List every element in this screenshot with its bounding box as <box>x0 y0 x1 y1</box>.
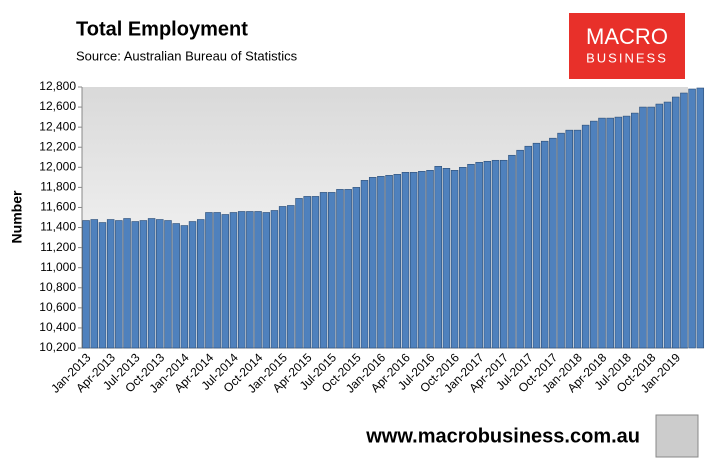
bar <box>360 180 369 349</box>
bar <box>688 88 696 349</box>
bar <box>295 198 303 349</box>
y-tick-label: 11,400 <box>40 220 76 234</box>
bar <box>278 206 287 349</box>
bar <box>213 212 221 349</box>
bar <box>82 220 90 349</box>
footer-url: www.macrobusiness.com.au <box>365 425 640 447</box>
bar <box>590 120 598 349</box>
bar <box>573 129 582 349</box>
bar <box>442 168 451 349</box>
bar <box>557 132 565 349</box>
bar <box>401 172 410 349</box>
logo-box <box>569 13 685 79</box>
bar <box>614 116 623 349</box>
bar <box>139 220 148 349</box>
bar <box>221 214 230 349</box>
bar <box>639 106 647 349</box>
bar <box>385 175 393 349</box>
bar <box>287 205 295 349</box>
bar <box>393 174 402 349</box>
bar <box>540 140 549 349</box>
bar <box>180 225 189 349</box>
bar <box>90 219 99 349</box>
y-tick-label: 11,600 <box>40 200 76 214</box>
bar <box>147 218 156 349</box>
bar <box>319 192 328 349</box>
bar <box>606 117 614 349</box>
y-tick-label: 11,200 <box>40 240 76 254</box>
logo-text: BUSINESS <box>586 50 668 65</box>
bar <box>270 210 279 349</box>
bar <box>491 159 500 349</box>
y-axis-label: Number <box>9 190 25 243</box>
logo-icon <box>655 414 699 458</box>
bar <box>164 220 172 349</box>
chart-subtitle: Source: Australian Bureau of Statistics <box>76 48 298 63</box>
bar <box>622 115 631 349</box>
bar <box>303 196 311 349</box>
bar <box>262 212 270 349</box>
bar <box>123 218 131 349</box>
bar <box>426 170 434 349</box>
bar <box>115 220 123 349</box>
y-tick-label: 12,200 <box>39 139 76 153</box>
bar <box>328 192 336 349</box>
bar <box>500 159 508 349</box>
bar <box>631 112 639 349</box>
bar <box>98 222 107 349</box>
y-tick-label: 11,000 <box>40 260 76 274</box>
bar <box>409 172 418 349</box>
bar <box>156 219 164 349</box>
bar <box>598 117 606 349</box>
y-tick-label: 10,800 <box>39 280 76 294</box>
bar <box>671 96 680 349</box>
bar <box>516 149 524 349</box>
y-tick-label: 12,600 <box>39 99 76 113</box>
bar <box>336 189 344 349</box>
y-tick-label: 12,800 <box>39 79 76 93</box>
bar <box>565 129 573 349</box>
bar <box>352 187 361 349</box>
bar <box>377 176 385 349</box>
bar <box>532 142 541 349</box>
bar <box>254 211 262 349</box>
bar <box>434 166 442 349</box>
chart-title: Total Employment <box>76 18 248 40</box>
bar <box>459 167 467 349</box>
y-tick-label: 12,400 <box>39 119 76 133</box>
bar <box>450 170 459 349</box>
bar <box>508 154 516 349</box>
bar <box>483 160 492 349</box>
bar <box>344 189 352 349</box>
bar <box>696 87 705 349</box>
bar <box>188 221 197 349</box>
bar <box>549 137 557 349</box>
y-tick-label: 12,000 <box>39 159 76 173</box>
bar <box>172 223 180 349</box>
bar <box>368 177 377 349</box>
bar <box>647 106 655 349</box>
bar <box>106 219 115 349</box>
bar <box>311 196 320 349</box>
bar <box>467 163 475 349</box>
bar <box>131 221 139 349</box>
bar <box>246 211 254 349</box>
bar <box>663 101 672 349</box>
bar <box>205 212 213 349</box>
bar <box>524 145 533 349</box>
bar <box>581 124 590 349</box>
bar <box>475 161 483 349</box>
y-tick-label: 10,600 <box>39 300 76 314</box>
bar <box>418 171 426 349</box>
bar <box>197 219 205 349</box>
y-tick-label: 10,400 <box>39 320 76 334</box>
bar <box>229 212 238 349</box>
y-tick-label: 10,200 <box>39 340 76 354</box>
bar <box>655 103 664 349</box>
bar <box>680 92 688 349</box>
bar <box>237 211 246 349</box>
y-tick-label: 11,800 <box>40 180 76 194</box>
logo-text: MACRO <box>586 24 668 49</box>
